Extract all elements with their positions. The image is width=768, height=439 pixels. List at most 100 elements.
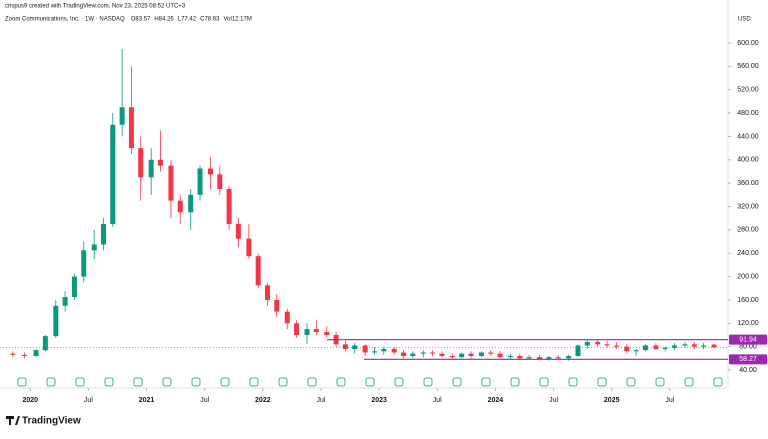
x-tick-label: Jul xyxy=(316,397,325,404)
x-tick-label: Jul xyxy=(549,397,558,404)
candle-body xyxy=(410,353,416,356)
x-tick-label: 2022 xyxy=(255,397,271,404)
ohlc-label: C xyxy=(200,17,205,23)
candle-body xyxy=(235,224,241,239)
candle-body xyxy=(197,168,203,195)
candle-body xyxy=(71,276,77,298)
x-tick-label: 2025 xyxy=(604,397,620,404)
earnings-marker xyxy=(452,377,462,387)
candle-body xyxy=(546,357,552,360)
candle-body xyxy=(91,244,97,251)
candle-body xyxy=(701,345,707,347)
earnings-marker xyxy=(423,377,433,387)
candle-body xyxy=(584,341,590,346)
earnings-marker xyxy=(713,377,723,387)
earnings-marker xyxy=(133,377,143,387)
y-tick-label: 440.00 xyxy=(737,133,759,140)
earnings-marker xyxy=(249,377,259,387)
earnings-marker xyxy=(568,377,578,387)
candle-body xyxy=(138,148,144,178)
level-badge xyxy=(729,354,767,365)
candle-body xyxy=(207,168,213,175)
y-tick-label: 520.00 xyxy=(737,87,759,94)
ohlc-value: 12.17M xyxy=(232,17,252,23)
candle-body xyxy=(33,350,39,356)
y-tick-label: 320.00 xyxy=(737,203,759,210)
candle-body xyxy=(526,357,532,359)
earnings-marker xyxy=(539,377,549,387)
candle-body xyxy=(148,159,154,178)
logo: TradingView xyxy=(6,416,81,427)
y-tick-label: 360.00 xyxy=(737,180,759,187)
candle-body xyxy=(188,194,194,213)
y-tick-label: 160.00 xyxy=(737,297,759,304)
earnings-marker xyxy=(626,377,636,387)
earnings-marker xyxy=(75,377,85,387)
ohlc-value: 84.26 xyxy=(159,17,175,23)
candle-body xyxy=(604,344,610,346)
candle-body xyxy=(110,124,116,225)
candle-body xyxy=(711,344,717,348)
y-tick-label: 240.00 xyxy=(737,250,759,257)
credit: crispus9 created with TradingView.com, N… xyxy=(5,4,186,10)
earnings-marker xyxy=(655,377,665,387)
y-tick-label: 40.00 xyxy=(739,367,757,374)
candle-body xyxy=(157,159,163,166)
candle-body xyxy=(613,345,619,347)
earnings-marker xyxy=(191,377,201,387)
x-tick-label: 2023 xyxy=(371,397,387,404)
earnings-marker xyxy=(684,377,694,387)
candle-body xyxy=(381,348,387,352)
y-tick-label: 480.00 xyxy=(737,110,759,117)
candle-body xyxy=(128,107,134,149)
candle-body xyxy=(653,345,659,349)
ohlc-value: 78.63 xyxy=(204,17,220,23)
candle-body xyxy=(352,345,358,349)
candle-body xyxy=(430,352,436,354)
earnings-marker xyxy=(278,377,288,387)
candle-body xyxy=(439,353,445,356)
ohlc-label: H xyxy=(154,17,158,23)
candle-body xyxy=(555,357,561,359)
y-tick-label: 280.00 xyxy=(737,227,759,234)
earnings-marker xyxy=(365,377,375,387)
candle-body xyxy=(101,224,107,245)
currency: USD xyxy=(738,17,751,23)
earnings-marker xyxy=(597,377,607,387)
x-tick-label: Jul xyxy=(665,397,674,404)
x-tick-label: Jul xyxy=(200,397,209,404)
earnings-marker xyxy=(510,377,520,387)
candle-body xyxy=(595,341,601,345)
earnings-marker xyxy=(307,377,317,387)
candle-body xyxy=(21,354,27,356)
candle-body xyxy=(478,352,484,356)
candle-body xyxy=(488,352,494,354)
y-tick-label: 400.00 xyxy=(737,157,759,164)
earnings-marker xyxy=(17,377,27,387)
candle-body xyxy=(642,345,648,351)
candle-body xyxy=(10,353,16,355)
candle-body xyxy=(459,353,465,358)
candle-body xyxy=(537,357,543,360)
candle-body xyxy=(633,350,639,352)
candle-body xyxy=(246,238,252,257)
candle-body xyxy=(517,355,523,359)
earnings-marker xyxy=(394,377,404,387)
candle-body xyxy=(177,200,183,213)
ohlc-value: 77.42 xyxy=(181,17,197,23)
y-tick-label: 80.00 xyxy=(739,343,757,350)
y-tick-label: 200.00 xyxy=(737,273,759,280)
earnings-marker xyxy=(220,377,230,387)
earnings-marker xyxy=(104,377,114,387)
candle-body xyxy=(691,344,697,347)
y-tick-label: 120.00 xyxy=(737,320,759,327)
logo-text: TradingView xyxy=(22,416,81,427)
candle-body xyxy=(304,329,310,335)
x-tick-label: 2020 xyxy=(22,397,38,404)
candle-body xyxy=(294,323,300,335)
symbol: Zoom Communications, Inc. · 1W · NASDAQ xyxy=(5,17,125,23)
earnings-marker xyxy=(46,377,56,387)
candle-body xyxy=(324,332,330,335)
